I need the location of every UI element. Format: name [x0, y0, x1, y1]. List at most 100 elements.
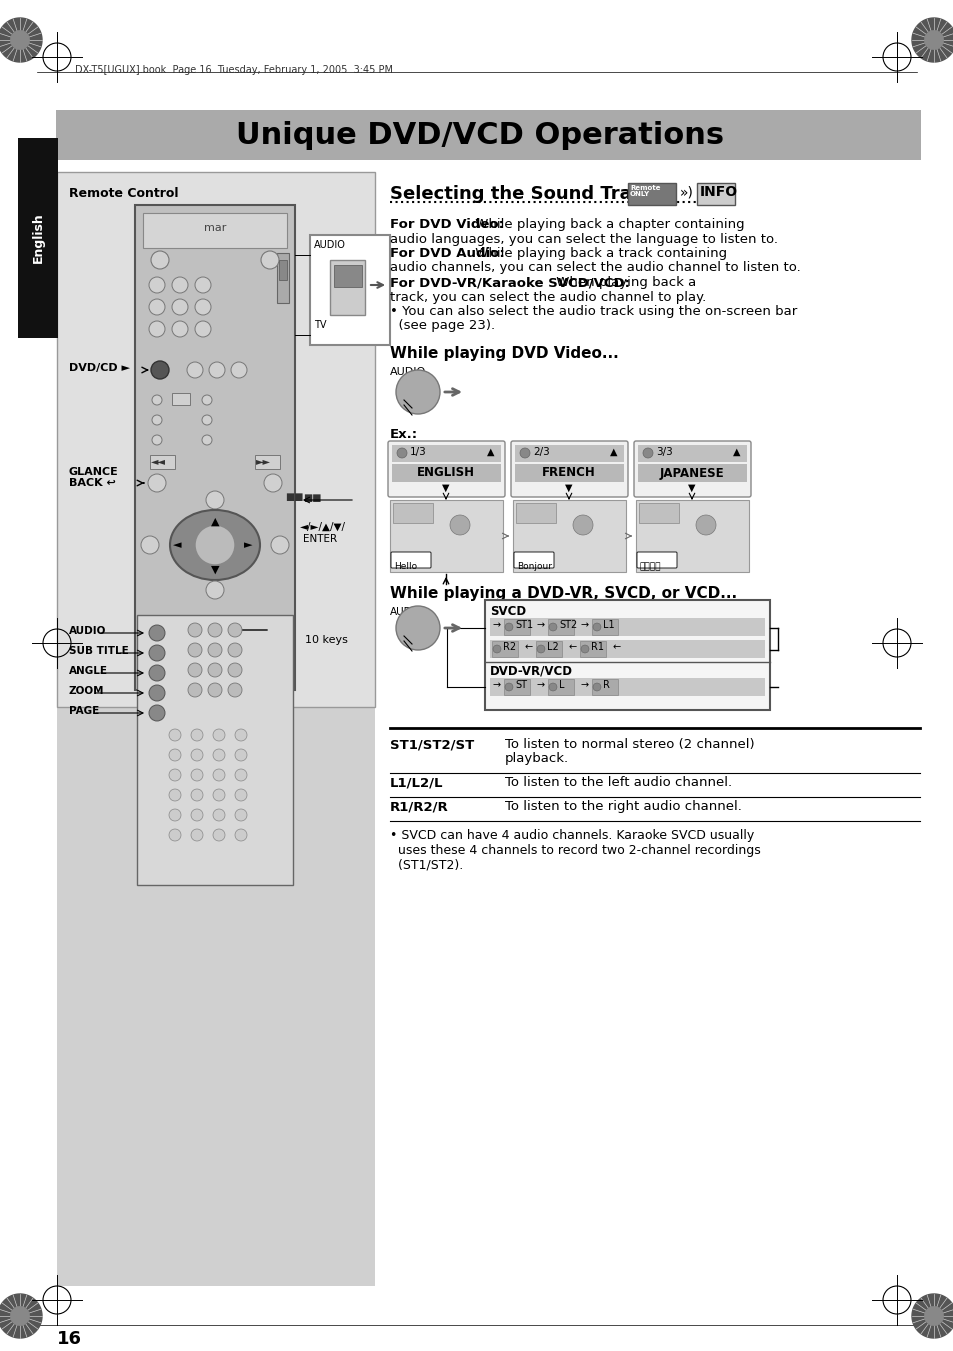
Text: 2/3: 2/3 — [533, 447, 549, 457]
Circle shape — [149, 644, 165, 661]
Bar — [592, 680, 618, 694]
Circle shape — [213, 769, 225, 781]
Bar — [393, 503, 433, 523]
Circle shape — [395, 370, 439, 413]
Circle shape — [537, 644, 544, 653]
FancyBboxPatch shape — [388, 440, 504, 497]
Bar — [503, 619, 530, 635]
Text: ←: ← — [524, 642, 533, 653]
Circle shape — [191, 769, 203, 781]
Text: ◄: ◄ — [172, 540, 181, 550]
FancyBboxPatch shape — [514, 553, 554, 567]
Text: While playing DVD Video...: While playing DVD Video... — [390, 346, 618, 361]
Circle shape — [593, 623, 600, 631]
FancyBboxPatch shape — [637, 553, 677, 567]
Bar — [57, 172, 375, 707]
Circle shape — [228, 663, 242, 677]
Circle shape — [209, 362, 225, 378]
Circle shape — [396, 449, 407, 458]
Circle shape — [194, 322, 211, 336]
Text: ST1: ST1 — [515, 620, 533, 630]
Text: SVCD: SVCD — [490, 605, 525, 617]
Circle shape — [141, 536, 159, 554]
Text: mar: mar — [204, 223, 226, 232]
Text: ▼: ▼ — [687, 484, 695, 493]
Circle shape — [188, 684, 202, 697]
Text: ▼: ▼ — [211, 565, 219, 576]
Bar — [536, 640, 561, 657]
Circle shape — [228, 643, 242, 657]
Circle shape — [234, 789, 247, 801]
Circle shape — [172, 277, 188, 293]
Text: • SVCD can have 4 audio channels. Karaoke SVCD usually
  uses these 4 channels t: • SVCD can have 4 audio channels. Karaok… — [390, 830, 760, 871]
Circle shape — [234, 769, 247, 781]
Text: AUDIO: AUDIO — [314, 240, 346, 250]
Bar — [490, 617, 764, 636]
Circle shape — [228, 623, 242, 638]
Circle shape — [151, 251, 169, 269]
Text: 3/3: 3/3 — [656, 447, 672, 457]
Circle shape — [573, 515, 593, 535]
Text: AUDIO: AUDIO — [390, 607, 423, 617]
Circle shape — [261, 251, 278, 269]
Circle shape — [493, 644, 500, 653]
Bar — [697, 182, 734, 205]
Text: While playing back a track containing: While playing back a track containing — [471, 247, 726, 259]
Text: R2: R2 — [502, 642, 516, 653]
Text: ◄/►/▲/▼/: ◄/►/▲/▼/ — [299, 521, 346, 532]
FancyBboxPatch shape — [391, 553, 431, 567]
Circle shape — [213, 789, 225, 801]
Circle shape — [149, 665, 165, 681]
Circle shape — [548, 623, 557, 631]
Circle shape — [208, 663, 222, 677]
Text: track, you can select the audio channel to play.: track, you can select the audio channel … — [390, 290, 705, 304]
Text: ST: ST — [515, 680, 526, 690]
Bar — [390, 500, 502, 571]
Text: ONLY: ONLY — [629, 190, 649, 197]
Text: ▼: ▼ — [441, 484, 449, 493]
Text: →: → — [580, 680, 589, 690]
Text: ENTER: ENTER — [303, 534, 336, 544]
Circle shape — [194, 526, 234, 565]
Bar — [484, 600, 769, 711]
Circle shape — [149, 299, 165, 315]
Bar — [579, 640, 605, 657]
Text: R1/R2/R: R1/R2/R — [390, 800, 448, 813]
Text: →: → — [537, 680, 544, 690]
Text: ▲: ▲ — [609, 447, 617, 457]
Text: ←: ← — [568, 642, 577, 653]
Text: TV: TV — [314, 320, 326, 330]
Text: ■■: ■■ — [285, 492, 303, 503]
Circle shape — [923, 1306, 943, 1325]
Circle shape — [149, 277, 165, 293]
Text: Bonjour: Bonjour — [517, 562, 552, 571]
Circle shape — [504, 684, 513, 690]
Circle shape — [234, 730, 247, 740]
Text: (see page 23).: (see page 23). — [390, 319, 495, 332]
Circle shape — [188, 643, 202, 657]
Text: →: → — [493, 620, 500, 630]
Bar — [330, 259, 365, 315]
Circle shape — [206, 581, 224, 598]
Text: L2: L2 — [546, 642, 558, 653]
Circle shape — [213, 830, 225, 842]
Text: Ex.:: Ex.: — [390, 428, 417, 440]
Bar — [57, 707, 375, 1286]
Circle shape — [10, 1306, 30, 1325]
Text: SUB TITLE: SUB TITLE — [69, 646, 129, 657]
Text: ◄◄: ◄◄ — [151, 457, 166, 466]
Text: FRENCH: FRENCH — [541, 466, 596, 480]
Text: BACK ↩: BACK ↩ — [69, 478, 115, 488]
Bar — [638, 444, 746, 462]
Text: For DVD Video:: For DVD Video: — [390, 218, 503, 231]
Text: 10 keys: 10 keys — [305, 635, 348, 644]
Bar — [135, 205, 294, 690]
Text: DVD-VR/VCD: DVD-VR/VCD — [490, 665, 573, 678]
Bar — [515, 444, 623, 462]
Circle shape — [395, 607, 439, 650]
Bar — [513, 500, 625, 571]
Text: While playing a DVD-VR, SVCD, or VCD...: While playing a DVD-VR, SVCD, or VCD... — [390, 586, 737, 601]
FancyBboxPatch shape — [634, 440, 750, 497]
Circle shape — [10, 30, 30, 50]
Text: L1/L2/L: L1/L2/L — [390, 775, 443, 789]
